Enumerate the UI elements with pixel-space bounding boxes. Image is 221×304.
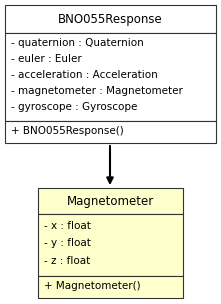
Text: - magnetometer : Magnetometer: - magnetometer : Magnetometer [11, 86, 183, 96]
Text: - acceleration : Acceleration: - acceleration : Acceleration [11, 71, 158, 80]
Bar [38, 188, 183, 214]
Text: - y : float: - y : float [44, 238, 91, 248]
Text: - quaternion : Quaternion: - quaternion : Quaternion [11, 38, 144, 48]
Text: + Magnetometer(): + Magnetometer() [44, 281, 141, 291]
Text: - x : float: - x : float [44, 220, 91, 230]
Text: - gyroscope : Gyroscope: - gyroscope : Gyroscope [11, 102, 137, 112]
Text: BNO055Response: BNO055Response [58, 12, 163, 26]
Bar [5, 33, 216, 121]
Bar [38, 276, 183, 298]
Bar [38, 214, 183, 276]
Text: - euler : Euler: - euler : Euler [11, 54, 82, 64]
Bar [5, 5, 216, 33]
Text: - z : float: - z : float [44, 256, 90, 266]
Text: Magnetometer: Magnetometer [67, 195, 154, 208]
Text: + BNO055Response(): + BNO055Response() [11, 126, 124, 136]
Bar [5, 121, 216, 143]
